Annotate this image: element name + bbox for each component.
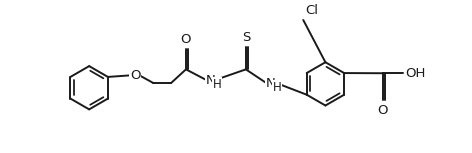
Text: S: S (242, 31, 250, 44)
Text: O: O (130, 69, 140, 82)
Text: H: H (213, 78, 222, 91)
Text: Cl: Cl (305, 4, 319, 17)
Text: N: N (206, 75, 215, 88)
Text: O: O (378, 104, 388, 117)
Text: O: O (181, 33, 191, 46)
Text: H: H (273, 81, 282, 94)
Text: N: N (266, 77, 275, 90)
Text: OH: OH (405, 67, 425, 80)
